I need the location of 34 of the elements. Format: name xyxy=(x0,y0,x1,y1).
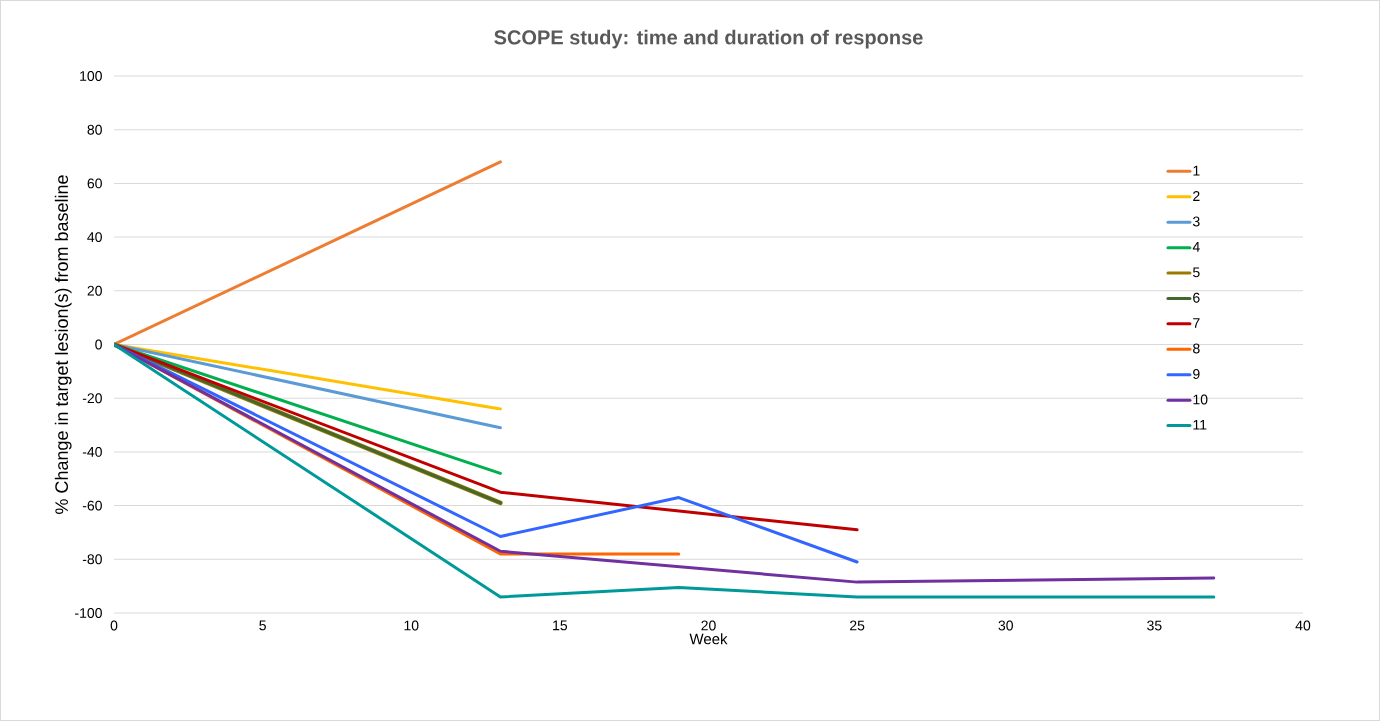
legend-label: 2 xyxy=(1193,191,1200,201)
x-tick-label: 20 xyxy=(701,620,716,631)
x-tick-label: 25 xyxy=(850,620,865,631)
legend-label: 8 xyxy=(1193,343,1200,354)
legend-label: 7 xyxy=(1193,318,1200,328)
x-tick-label: 15 xyxy=(553,620,568,631)
x-tick-label: 0 xyxy=(110,620,118,631)
x-axis-title: Week xyxy=(689,633,728,645)
legend-label: 1 xyxy=(1193,165,1200,176)
legend-label: 11 xyxy=(1193,419,1207,430)
legend-label: 6 xyxy=(1193,292,1200,303)
x-tick-label: 40 xyxy=(1295,620,1311,631)
x-tick-label: 10 xyxy=(404,620,419,631)
legend-label: 10 xyxy=(1193,394,1208,405)
y-tick-label: -20 xyxy=(82,393,102,404)
y-tick-label: -100 xyxy=(75,608,102,618)
y-tick-label: 100 xyxy=(80,71,102,81)
x-tick-label: 35 xyxy=(1147,620,1162,631)
chart-title: SCOPE study: time and duration of response xyxy=(494,29,923,49)
legend-label: 4 xyxy=(1192,242,1200,252)
y-tick-label: 0 xyxy=(95,339,102,350)
legend-label: 3 xyxy=(1192,216,1200,227)
x-tick-label: 5 xyxy=(259,620,266,631)
y-tick-label: 80 xyxy=(87,124,102,135)
legend-label: 5 xyxy=(1193,267,1200,278)
y-tick-label: 20 xyxy=(87,285,102,296)
y-tick-label: 60 xyxy=(87,178,102,189)
y-tick-label: -80 xyxy=(82,554,102,565)
x-tick-label: 30 xyxy=(998,620,1013,631)
y-tick-label: -40 xyxy=(82,446,102,457)
y-tick-label: -60 xyxy=(82,500,102,511)
legend-label: 9 xyxy=(1193,369,1200,379)
y-tick-label: 40 xyxy=(87,232,102,243)
y-axis-title: % Change in target lesion(s) from baseline xyxy=(54,175,72,514)
